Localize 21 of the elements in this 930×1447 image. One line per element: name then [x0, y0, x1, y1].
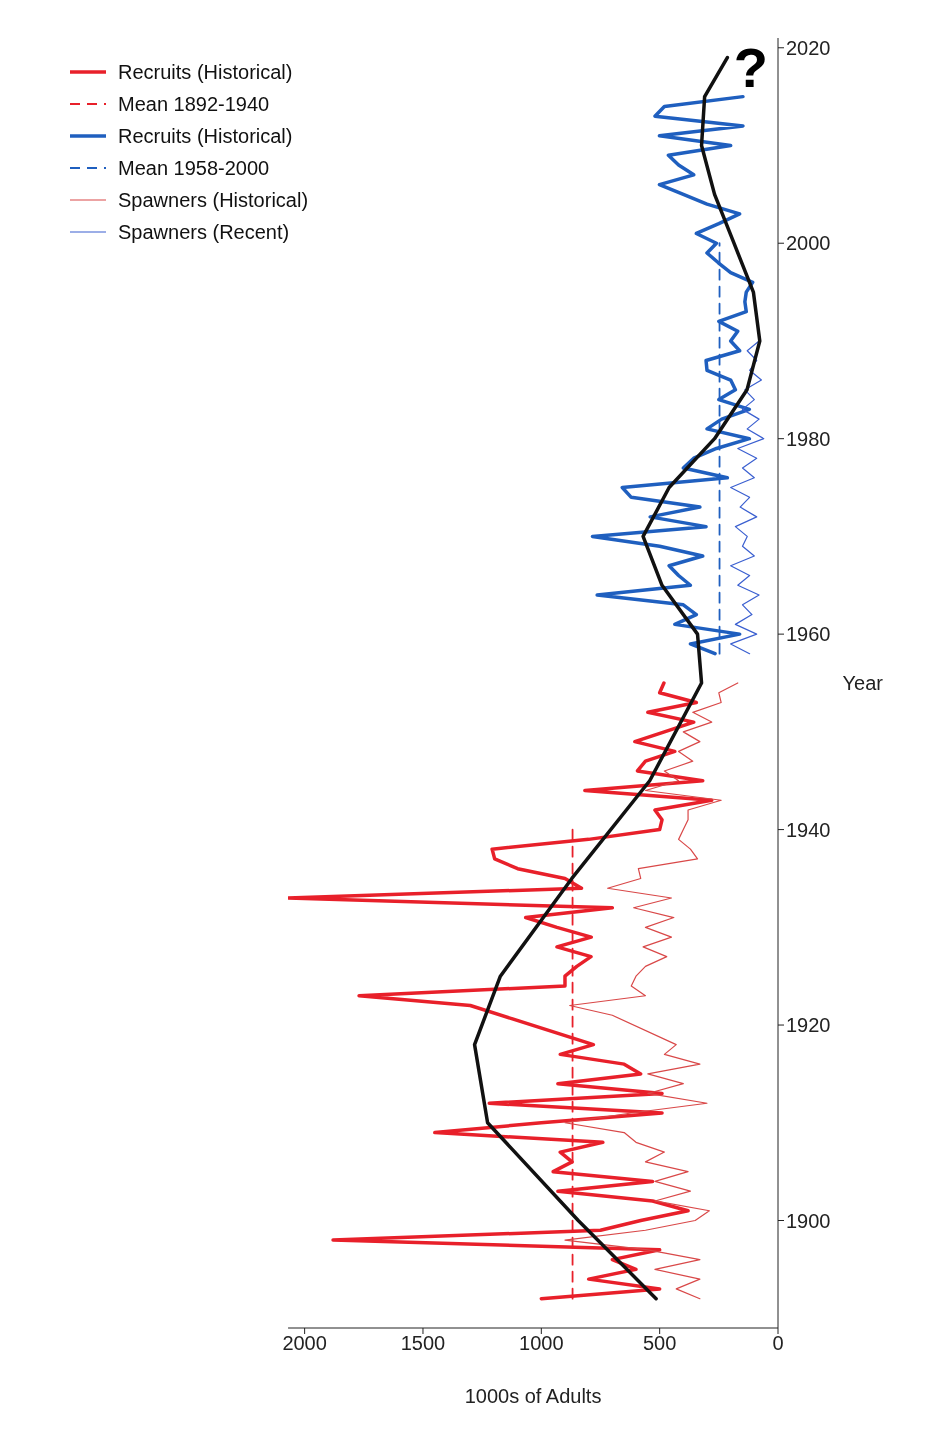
y-tick-label: 2000: [786, 232, 831, 255]
y-tick-label: 1940: [786, 818, 831, 841]
x-tick-label: 500: [642, 1332, 677, 1355]
legend-label: Recruits (Historical): [118, 124, 293, 149]
y-tick-label: 1900: [786, 1209, 831, 1232]
legend-label: Spawners (Recent): [118, 220, 290, 245]
x-tick-label: 2000: [282, 1332, 327, 1355]
y-tick-label: 2020: [786, 36, 831, 59]
y-tick-label: 1920: [786, 1014, 831, 1037]
legend-label: Mean 1958-2000: [118, 156, 270, 181]
annotation: ?: [733, 36, 768, 99]
x-tick-label: 0: [772, 1332, 784, 1355]
legend-label: Recruits (Historical): [118, 60, 293, 85]
y-tick-label: 1960: [786, 623, 831, 646]
y-tick-label: 1980: [786, 427, 831, 450]
legend-label: Spawners (Historical): [118, 188, 309, 213]
y-axis-title: Year: [842, 672, 884, 695]
x-axis-title: 1000s of Adults: [464, 1385, 602, 1407]
x-tick-label: 1000: [519, 1332, 564, 1355]
legend-label: Mean 1892-1940: [118, 92, 270, 117]
x-tick-label: 1500: [400, 1332, 446, 1355]
